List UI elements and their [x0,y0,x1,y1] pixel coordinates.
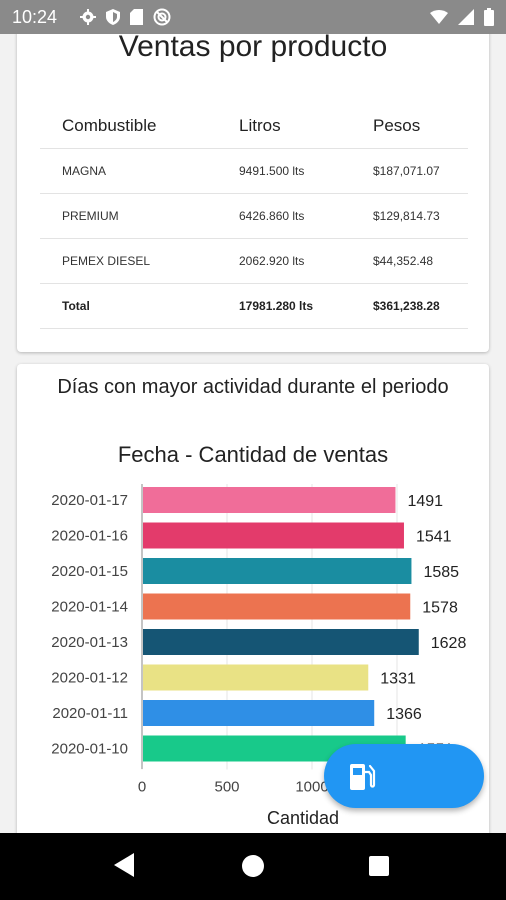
chart-bar [143,593,411,620]
cell-pesos: $129,814.73 [351,193,468,239]
chart-bar [143,664,369,691]
recents-icon[interactable] [369,856,389,876]
cell-liters: 2062.920 lts [217,238,351,284]
x-tick-label: 1000 [295,779,328,796]
y-tick-label: 2020-01-16 [51,528,128,545]
cell-pesos: $44,352.48 [351,238,468,284]
chart-bar [143,522,404,549]
chart-bar [143,487,396,513]
cell-fuel: PREMIUM [40,193,217,239]
products-card: Ventas por producto Combustible Litros P… [17,14,489,352]
status-bar: 10:24 [0,0,506,34]
chart-bar [143,629,419,655]
do-not-disturb-icon [153,8,171,26]
sd-card-icon [130,9,143,25]
table-total-row: Total 17981.280 lts $361,238.28 [40,283,468,329]
battery-icon [484,8,494,26]
y-tick-label: 2020-01-15 [51,563,128,580]
x-axis-label: Cantidad [267,808,339,828]
cell-fuel: PEMEX DIESEL [40,238,217,284]
bar-value-label: 1491 [407,493,443,510]
navigation-bar [0,833,506,900]
home-icon[interactable] [242,855,264,877]
wifi-icon [430,10,448,24]
column-header-pesos: Pesos [351,104,468,149]
fuel-fab-button[interactable] [324,744,484,808]
cell-total-pesos: $361,238.28 [351,283,468,329]
cell-liters: 9491.500 lts [217,148,351,194]
y-tick-label: 2020-01-11 [52,705,128,722]
y-tick-label: 2020-01-14 [51,599,128,616]
cell-total-liters: 17981.280 lts [217,283,351,329]
chart-bar [143,558,412,584]
status-icons-left [80,8,171,26]
y-tick-label: 2020-01-13 [51,634,128,651]
table-row: PREMIUM 6426.860 lts $129,814.73 [40,193,468,239]
y-tick-label: 2020-01-17 [51,492,128,509]
bar-value-label: 1585 [423,564,459,581]
y-tick-label: 2020-01-12 [51,670,128,687]
chart-bar [143,700,375,726]
column-header-fuel: Combustible [40,104,217,149]
cell-pesos: $187,071.07 [351,148,468,194]
x-tick-label: 0 [138,779,146,796]
column-header-liters: Litros [217,104,351,149]
table-header-row: Combustible Litros Pesos [40,104,468,149]
days-card: Días con mayor actividad durante el peri… [17,364,489,844]
x-tick-label: 500 [214,779,239,796]
cell-total-label: Total [40,283,217,329]
bar-value-label: 1331 [380,671,416,688]
bar-value-label: 1578 [422,600,458,617]
cell-fuel: MAGNA [40,148,217,194]
chart-title: Fecha - Cantidad de ventas [118,442,388,467]
table-row: PEMEX DIESEL 2062.920 lts $44,352.48 [40,238,468,284]
days-title: Días con mayor actividad durante el peri… [57,376,449,398]
back-icon[interactable] [114,853,136,882]
bar-value-label: 1541 [416,529,452,546]
products-table: Combustible Litros Pesos MAGNA 9491.500 … [40,104,468,329]
fuel-pump-icon [348,762,376,797]
sales-bar-chart: Fecha - Cantidad de ventas 0500100015002… [51,442,467,828]
cell-liters: 6426.860 lts [217,193,351,239]
gear-icon [80,9,96,25]
table-row: MAGNA 9491.500 lts $187,071.07 [40,148,468,194]
status-time: 10:24 [12,7,58,27]
y-tick-label: 2020-01-10 [51,741,128,758]
shield-icon [106,9,120,25]
products-title: Ventas por producto [118,30,388,63]
signal-icon [458,9,474,25]
bar-value-label: 1628 [431,635,467,652]
bar-value-label: 1366 [386,706,422,723]
status-icons-right [430,8,494,26]
